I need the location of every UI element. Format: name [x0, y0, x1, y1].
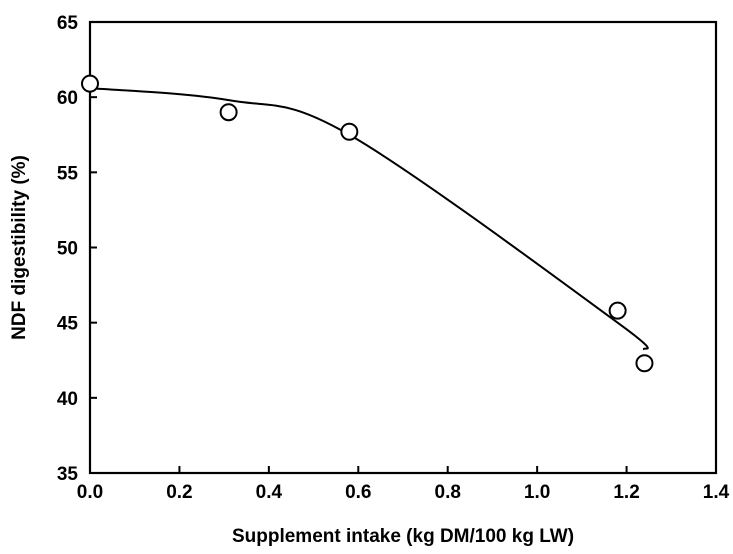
data-point: [219, 103, 238, 122]
trendline-group: [89, 87, 649, 351]
y-tick-label: 60: [57, 88, 78, 109]
x-tick-label: 0.4: [256, 482, 283, 503]
y-tick-label: 50: [57, 239, 78, 260]
y-tick-label: 35: [57, 464, 79, 485]
x-axis-ticks: 0.0 0.2 0.4 0.6 0.8 1.0 1.2 1.4: [77, 466, 730, 503]
x-tick-label: 0.8: [435, 482, 461, 503]
plot-area-border: [88, 20, 718, 475]
x-tick-label: 0.0: [77, 482, 103, 503]
plot-frame: [88, 20, 718, 475]
data-point: [340, 122, 359, 141]
x-tick-label: 1.2: [613, 482, 639, 503]
y-tick-label: 40: [57, 389, 78, 410]
y-axis-title: NDF digestibility (%): [9, 155, 30, 340]
data-point: [81, 74, 99, 93]
x-tick-label: 1.0: [524, 482, 550, 503]
y-tick-label: 45: [57, 314, 79, 335]
data-points: [81, 74, 654, 373]
x-tick-label: 0.6: [345, 482, 371, 503]
data-point: [635, 354, 654, 373]
y-tick-label: 55: [57, 163, 79, 184]
data-point: [608, 301, 627, 320]
x-axis-title: Supplement intake (kg DM/100 kg LW): [232, 526, 574, 547]
x-tick-label: 0.2: [166, 482, 192, 503]
x-tick-label: 1.4: [703, 482, 730, 503]
trendline: [89, 87, 649, 351]
y-axis-ticks: 35 40 45 50 55 60 65: [57, 13, 97, 485]
y-tick-label: 65: [57, 13, 79, 34]
